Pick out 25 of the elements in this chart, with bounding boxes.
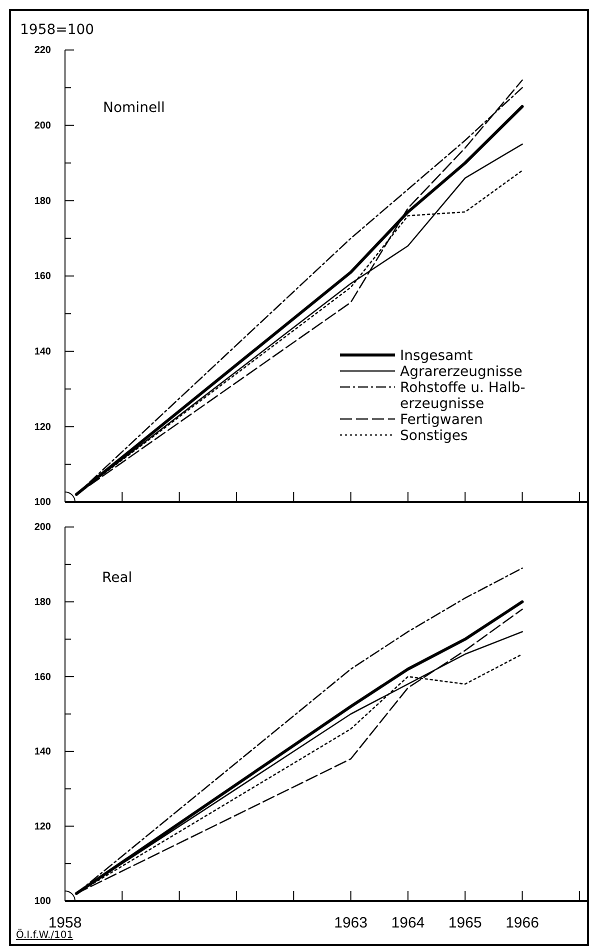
y-tick-label: 200 [34, 522, 52, 534]
y-tick-label: 180 [34, 597, 52, 608]
x-tick-label: 1965 [448, 914, 482, 932]
y-tick-label: 160 [34, 271, 52, 282]
y-tick-label: 160 [34, 672, 52, 683]
legend-label: Agrarerzeugnisse [400, 364, 522, 380]
legend-label: Sonstiges [400, 428, 468, 444]
legend-label: Insgesamt [400, 348, 474, 364]
x-tick-label: 1963 [334, 914, 368, 932]
y-tick-label: 100 [34, 896, 52, 908]
text: Nominell [103, 100, 165, 116]
text: Real [102, 570, 132, 586]
legend-label: Rohstoffe u. Halb- erzeugnisse [400, 380, 526, 412]
legend-label: Fertigwaren [400, 412, 483, 428]
y-tick-label: 140 [34, 346, 52, 358]
x-tick-label: 1964 [391, 914, 425, 932]
y-tick-label: 100 [34, 497, 52, 508]
y-tick-label: 200 [34, 120, 52, 132]
y-tick-label: 180 [34, 196, 52, 207]
y-axis-title: 1958=100 [20, 22, 94, 38]
y-tick-label: 120 [34, 821, 52, 832]
y-tick-label: 140 [34, 746, 52, 758]
y-tick-label: 220 [34, 45, 52, 56]
y-tick-label: 120 [34, 422, 52, 433]
x-tick-label: 1966 [506, 914, 539, 932]
